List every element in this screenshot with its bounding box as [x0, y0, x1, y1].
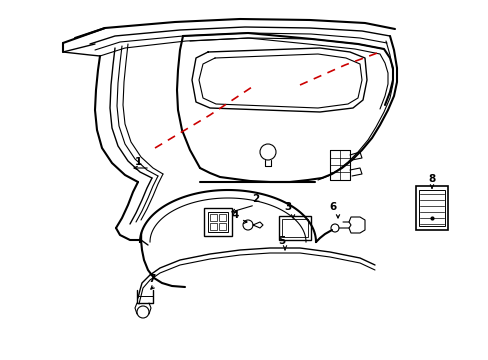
Bar — [415, 186, 447, 230]
Text: 2: 2 — [251, 194, 259, 204]
Bar — [207, 212, 227, 232]
Text: 4: 4 — [231, 210, 239, 220]
Bar — [203, 208, 231, 236]
Bar — [219, 214, 225, 221]
Text: 1: 1 — [135, 157, 142, 167]
Text: 8: 8 — [427, 174, 434, 184]
Text: 6: 6 — [328, 202, 336, 212]
Text: 7: 7 — [148, 274, 155, 284]
Bar — [209, 223, 217, 230]
Bar — [219, 223, 225, 230]
Bar — [418, 190, 444, 226]
Text: 3: 3 — [284, 202, 291, 212]
Bar — [279, 216, 310, 240]
Bar — [209, 214, 217, 221]
Bar — [282, 219, 307, 237]
Text: 5: 5 — [278, 236, 285, 246]
